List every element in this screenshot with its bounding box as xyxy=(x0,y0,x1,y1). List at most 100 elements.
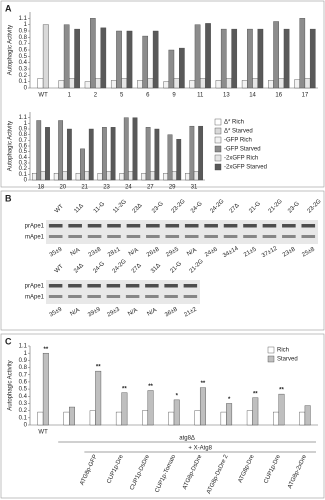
quantification: N/A xyxy=(128,247,140,257)
y-tick-label: 0 xyxy=(24,423,28,429)
x-tick-label: 13 xyxy=(223,93,230,99)
bar xyxy=(198,125,204,181)
quantification: N/A xyxy=(186,247,198,257)
bar xyxy=(121,392,128,426)
band xyxy=(145,295,159,298)
x-tick-label: CUP1p-Dre xyxy=(106,453,125,484)
quantification: 34±14 xyxy=(222,245,240,259)
bar xyxy=(126,30,133,89)
x-tick-label: ATG8p-2xDre xyxy=(287,453,308,489)
y-tick-label: 0.6 xyxy=(19,379,28,385)
bar xyxy=(247,28,253,89)
band xyxy=(243,235,257,238)
x-tick-label: 24 xyxy=(125,185,132,191)
quantification: 39±9 xyxy=(87,306,102,318)
band xyxy=(146,235,160,238)
bar xyxy=(278,393,285,426)
bar xyxy=(137,80,143,89)
bar xyxy=(84,81,91,89)
y-axis-label: Autophagic Activity xyxy=(8,25,14,75)
band xyxy=(301,235,316,238)
band xyxy=(223,224,238,228)
band xyxy=(282,224,296,228)
x-tick-label: ATG8p-Dre xyxy=(238,453,256,484)
quantification: 29±3 xyxy=(106,306,121,318)
x-tick-label: 6 xyxy=(146,93,150,99)
bar xyxy=(142,410,149,426)
lane-label: 31Δ xyxy=(150,263,162,275)
band xyxy=(204,224,218,228)
x-tick-label: CUP1p-Dre xyxy=(263,453,282,484)
y-tick-label: 0.5 xyxy=(19,54,28,60)
quantification: 23±8 xyxy=(282,246,297,258)
bar xyxy=(142,35,149,89)
x-tick-label: CUP1p-DsDre xyxy=(129,453,151,491)
y-tick-label: 0.4 xyxy=(19,60,28,66)
bar xyxy=(80,148,85,181)
bar xyxy=(58,120,64,181)
x-tick-label: 2 xyxy=(94,93,98,99)
band xyxy=(165,224,180,228)
band-label: mApe1 xyxy=(25,235,45,241)
bar xyxy=(36,120,42,181)
bar xyxy=(199,387,206,426)
y-tick-label: 0.3 xyxy=(19,161,28,167)
y-axis-label: Autophagic Activity xyxy=(8,360,14,410)
bar xyxy=(45,127,50,181)
bar xyxy=(69,78,75,89)
panel-label: B xyxy=(5,193,12,203)
bar xyxy=(106,171,112,181)
lane-label: 24-G xyxy=(92,261,106,275)
lane-label: WT xyxy=(54,203,65,214)
x-tick-label: 18 xyxy=(38,185,45,191)
y-tick-label: 1.1 xyxy=(19,344,28,350)
bar xyxy=(58,80,65,89)
bar xyxy=(220,411,227,426)
lane-label: 21-2G xyxy=(268,198,284,214)
y-tick-label: 1 xyxy=(24,22,28,28)
quantification: 26±8 xyxy=(146,246,161,258)
bar xyxy=(185,172,190,181)
bar xyxy=(66,128,72,181)
x-tick-label: 21 xyxy=(81,185,88,191)
y-tick-label: 0.1 xyxy=(19,415,28,421)
band xyxy=(145,284,159,288)
y-tick-label: 0.9 xyxy=(19,127,28,133)
x-tick-label: 14 xyxy=(249,93,256,99)
band xyxy=(107,224,121,228)
band xyxy=(262,235,277,238)
bar xyxy=(193,171,199,181)
panel-label: C xyxy=(5,336,12,346)
bar xyxy=(168,411,175,426)
band xyxy=(164,284,178,288)
lane-label: 21-G xyxy=(169,261,183,275)
bar xyxy=(63,24,70,89)
lane-label: 21-2G xyxy=(189,258,205,274)
bar xyxy=(63,411,70,426)
quantification: 21±5 xyxy=(243,246,258,258)
quantification: N/A xyxy=(146,307,158,317)
bar xyxy=(88,128,94,181)
bar xyxy=(42,352,49,426)
lane-label: 24-2G xyxy=(209,198,225,214)
bar xyxy=(95,370,102,426)
bar xyxy=(97,172,103,181)
quantification: 29±5 xyxy=(165,246,180,258)
panel-frame xyxy=(0,333,325,499)
bar xyxy=(128,171,134,181)
legend-swatch xyxy=(214,145,222,153)
bar xyxy=(241,80,248,89)
bar xyxy=(226,78,232,89)
bar xyxy=(163,81,169,89)
lane-label: 27Δ xyxy=(131,263,143,275)
bar xyxy=(273,411,279,426)
legend-label: Rich xyxy=(277,348,289,354)
band xyxy=(262,224,277,228)
bar xyxy=(31,172,37,181)
bar xyxy=(173,399,180,426)
gel-background xyxy=(46,280,200,304)
bar xyxy=(205,23,211,89)
quantification: 36±8 xyxy=(164,306,179,318)
bar xyxy=(69,406,75,426)
legend-label: -2xGFP Rich xyxy=(224,156,258,162)
